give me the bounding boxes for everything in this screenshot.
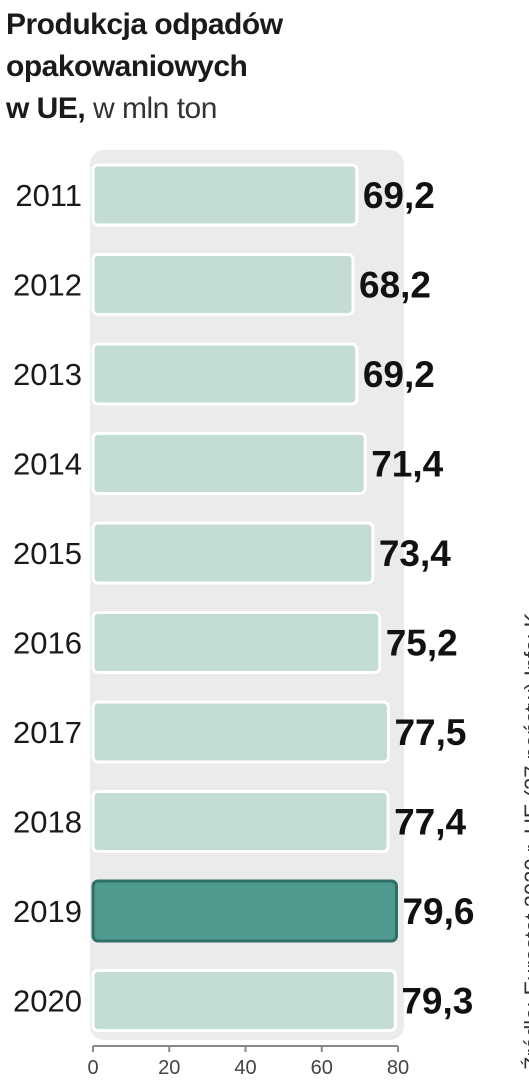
bar-2015 [91,521,375,585]
x-tick-label-20: 20 [158,1057,180,1079]
value-label-2014: 71,4 [371,444,443,485]
year-label-2019: 2019 [13,894,82,929]
value-label-2018: 77,4 [394,802,466,843]
value-label-2019: 79,6 [402,891,474,932]
bar-2011 [91,163,359,227]
title-line-3-bold: w UE, [6,92,86,125]
x-tick-label-0: 0 [87,1057,98,1079]
value-label-2016: 75,2 [386,623,458,664]
bar-2019 [91,879,398,943]
chart-title: Produkcja odpadów opakowaniowych w UE, w… [6,4,283,130]
year-label-2017: 2017 [13,715,82,750]
year-label-2015: 2015 [13,536,82,571]
bar-2017 [91,700,390,764]
value-label-2011: 69,2 [363,175,435,216]
year-label-2013: 2013 [13,357,82,392]
year-label-2011: 2011 [15,178,82,213]
year-label-2020: 2020 [13,984,82,1019]
value-label-2012: 68,2 [359,265,431,306]
value-label-2020: 79,3 [401,981,473,1022]
x-tick-label-40: 40 [234,1057,256,1079]
year-label-2012: 2012 [13,268,82,303]
title-line-2: opakowaniowych [6,50,248,83]
bar-2016 [91,611,382,674]
bar-2014 [91,432,367,495]
year-label-2018: 2018 [13,805,82,840]
x-tick-label-60: 60 [311,1057,333,1079]
value-label-2015: 73,4 [379,533,451,574]
value-label-2017: 77,5 [394,712,466,753]
value-label-2013: 69,2 [363,354,435,395]
bar-2013 [91,342,359,406]
year-label-2014: 2014 [13,447,82,482]
bar-2018 [91,790,390,853]
bar-2012 [91,253,355,316]
source-note: Źródło: Eurostat 2020 r. UE (27 państw) … [520,613,529,1070]
title-line-3: w UE, w mln ton [6,88,283,130]
bar-2020 [91,969,397,1032]
x-tick-label-80: 80 [387,1057,409,1079]
year-label-2016: 2016 [13,626,82,661]
title-unit: w mln ton [85,92,217,125]
title-line-1: Produkcja odpadów [6,8,283,41]
